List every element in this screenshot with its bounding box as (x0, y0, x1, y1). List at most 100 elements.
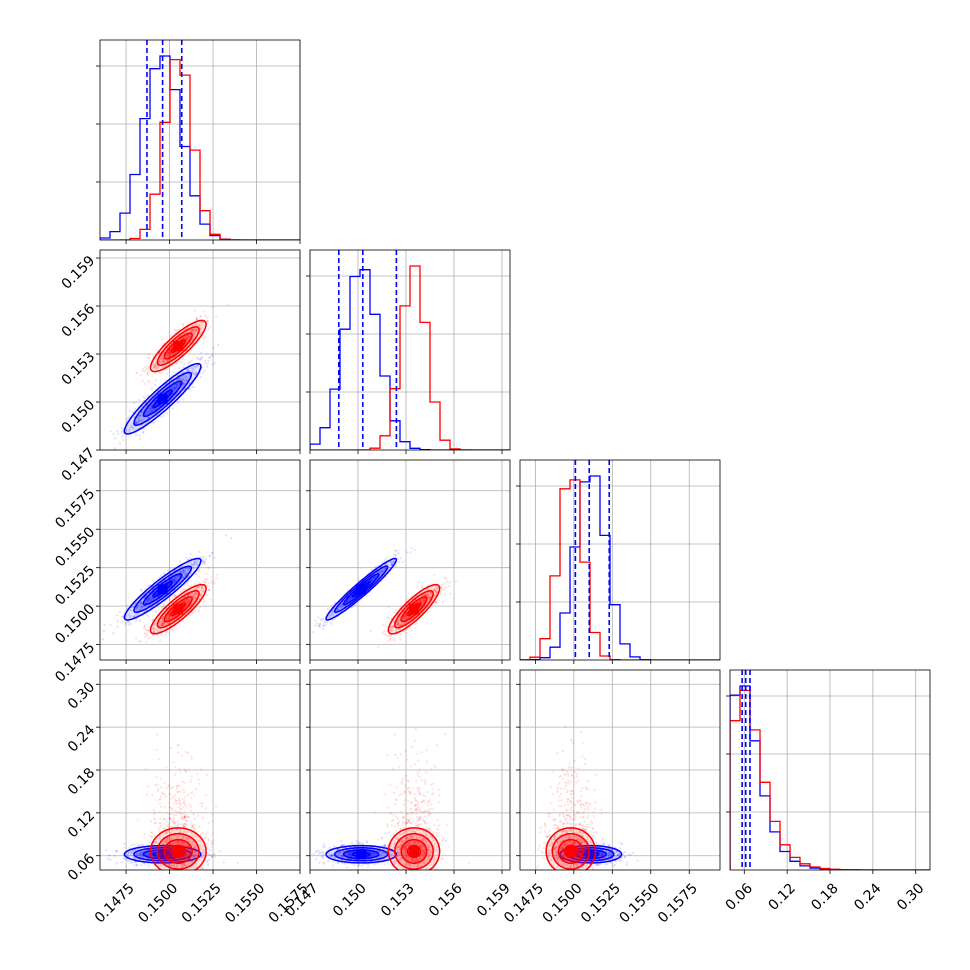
scatter-point (132, 615, 135, 618)
scatter-point (167, 352, 170, 355)
scatter-point (185, 337, 188, 340)
scatter-point (185, 378, 188, 381)
scatter-point (117, 432, 120, 435)
scatter-point (154, 620, 157, 623)
scatter-point (158, 360, 161, 363)
scatter-point (443, 582, 446, 585)
scatter-point (138, 414, 141, 417)
scatter-point (377, 646, 380, 649)
scatter-point (128, 614, 131, 618)
scatter-point (197, 608, 200, 612)
hist-panel-1 (96, 39, 301, 244)
scatter-point (159, 621, 163, 624)
scatter-point (318, 625, 321, 629)
scatter-point (140, 603, 143, 606)
scatter-point (182, 576, 185, 579)
scatter-point (137, 420, 140, 423)
hist-red (100, 58, 300, 240)
scatter-point (129, 622, 132, 625)
scatter-point (161, 619, 164, 622)
scatter-point (205, 320, 208, 323)
scatter-point (162, 414, 166, 417)
scatter-point (381, 561, 384, 564)
scatter-point (200, 586, 204, 589)
scatter-point (105, 849, 108, 852)
scatter-point (194, 330, 197, 333)
scatter-point (199, 327, 202, 331)
scatter-point (185, 376, 189, 380)
scatter-point (129, 859, 132, 862)
scatter-point (128, 410, 132, 413)
scatter-point (179, 570, 182, 573)
scatter-point (302, 644, 304, 646)
scatter-point (140, 419, 143, 422)
scatter-point (168, 349, 171, 352)
scatter-point (175, 579, 178, 582)
scatter-point (381, 568, 384, 572)
scatter-point (314, 619, 317, 622)
scatter-point (381, 570, 384, 573)
scatter-point (439, 593, 443, 596)
scatter-point (314, 624, 317, 627)
scatter-point (410, 629, 413, 632)
scatter-point (145, 600, 148, 603)
scatter-panel-2-1 (96, 249, 301, 454)
scatter-point (199, 315, 202, 318)
scatter-point (318, 622, 321, 626)
scatter-point (196, 356, 199, 359)
scatter-point (191, 371, 194, 374)
scatter-point (207, 327, 210, 331)
scatter-point (200, 321, 203, 324)
scatter-point (200, 351, 203, 354)
scatter-point (143, 365, 146, 369)
scatter-point (182, 570, 185, 573)
scatter-point (141, 380, 144, 383)
scatter-point (387, 605, 390, 608)
scatter-point (200, 326, 203, 329)
scatter-point (199, 315, 202, 318)
scatter-point (168, 617, 171, 620)
scatter-point (337, 607, 340, 610)
scatter-point (222, 861, 225, 864)
scatter-point (186, 334, 189, 337)
scatter-point (183, 336, 186, 339)
scatter-point (172, 629, 175, 632)
scatter-point (154, 372, 157, 375)
scatter-point (129, 608, 132, 612)
scatter-point (180, 378, 183, 381)
scatter-point (140, 603, 144, 606)
scatter-point (213, 556, 216, 559)
scatter-point (134, 425, 137, 428)
scatter-point (147, 416, 150, 419)
scatter-point (198, 550, 201, 554)
scatter-point (172, 386, 175, 389)
scatter-point (135, 864, 138, 867)
scatter-point (189, 330, 192, 333)
scatter-point (203, 560, 206, 563)
scatter-point (176, 328, 179, 332)
scatter-point (199, 358, 202, 361)
scatter-point (164, 627, 167, 630)
scatter-point (140, 588, 143, 592)
scatter-point (208, 554, 211, 558)
scatter-point (149, 596, 152, 599)
scatter-point (168, 351, 171, 354)
scatter-point (151, 421, 154, 424)
scatter-point (189, 330, 193, 333)
scatter-point (172, 370, 175, 374)
scatter-point (192, 332, 195, 336)
scatter-point (138, 602, 141, 605)
scatter-point (395, 549, 398, 553)
scatter-point (153, 363, 156, 366)
scatter-point (124, 621, 127, 624)
scatter-point (135, 637, 138, 640)
scatter-point (190, 592, 193, 595)
scatter-point (193, 335, 196, 338)
scatter-point (185, 556, 188, 559)
scatter-point (140, 413, 143, 417)
scatter-point (449, 592, 452, 595)
scatter-point (211, 354, 214, 358)
scatter-point (168, 612, 171, 615)
scatter-point (116, 625, 119, 628)
scatter-point (154, 378, 157, 381)
